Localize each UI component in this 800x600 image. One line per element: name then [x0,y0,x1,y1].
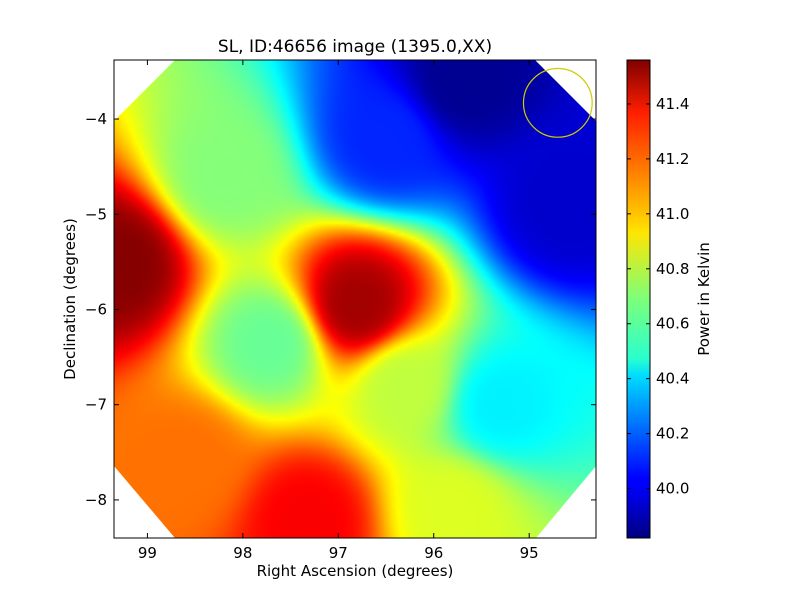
colorbar: 40.0 40.2 40.4 40.6 40.8 41.0 41.2 41.4 Power i… [626,59,713,539]
colorbar-tick-label: 40.4 [656,370,689,388]
beam-circle [522,67,593,138]
plot-area [114,60,596,538]
colorbar-tick-label: 40.2 [656,425,689,443]
colorbar-ticks: 40.0 40.2 40.4 40.6 40.8 41.0 41.2 41.4 [627,95,689,498]
colorbar-tick-label: 41.2 [656,150,689,168]
x-tick-label: 97 [329,544,348,562]
x-tick-label: 95 [520,544,539,562]
y-tick-label: −7 [85,396,107,414]
chart-title: SL, ID:46656 image (1395.0,XX) [218,37,492,57]
y-tick-label: −5 [85,205,107,223]
y-tick-label: −8 [85,491,107,509]
colorbar-tick-label: 40.6 [656,315,689,333]
colorbar-label: Power in Kelvin [695,242,713,356]
y-tick-label: −6 [85,300,107,318]
x-tick-label: 98 [233,544,252,562]
heatmap-image [114,60,596,538]
x-tick-label: 96 [424,544,443,562]
colorbar-tick-label: 40.0 [656,480,689,498]
y-axis-label: Declination (degrees) [61,218,79,380]
colorbar-tick-label: 41.4 [656,95,689,113]
x-tick-label: 99 [138,544,157,562]
plot-frame [113,59,597,539]
colorbar-tick-label: 40.8 [656,260,689,278]
x-axis-label: Right Ascension (degrees) [257,562,454,580]
x-axis: 99 98 97 96 95 [138,60,539,562]
y-tick-label: −4 [85,110,107,128]
colorbar-tick-label: 41.0 [656,205,689,223]
colorbar-gradient [626,59,651,539]
y-axis: −4 −5 −6 −7 −8 [85,110,596,509]
